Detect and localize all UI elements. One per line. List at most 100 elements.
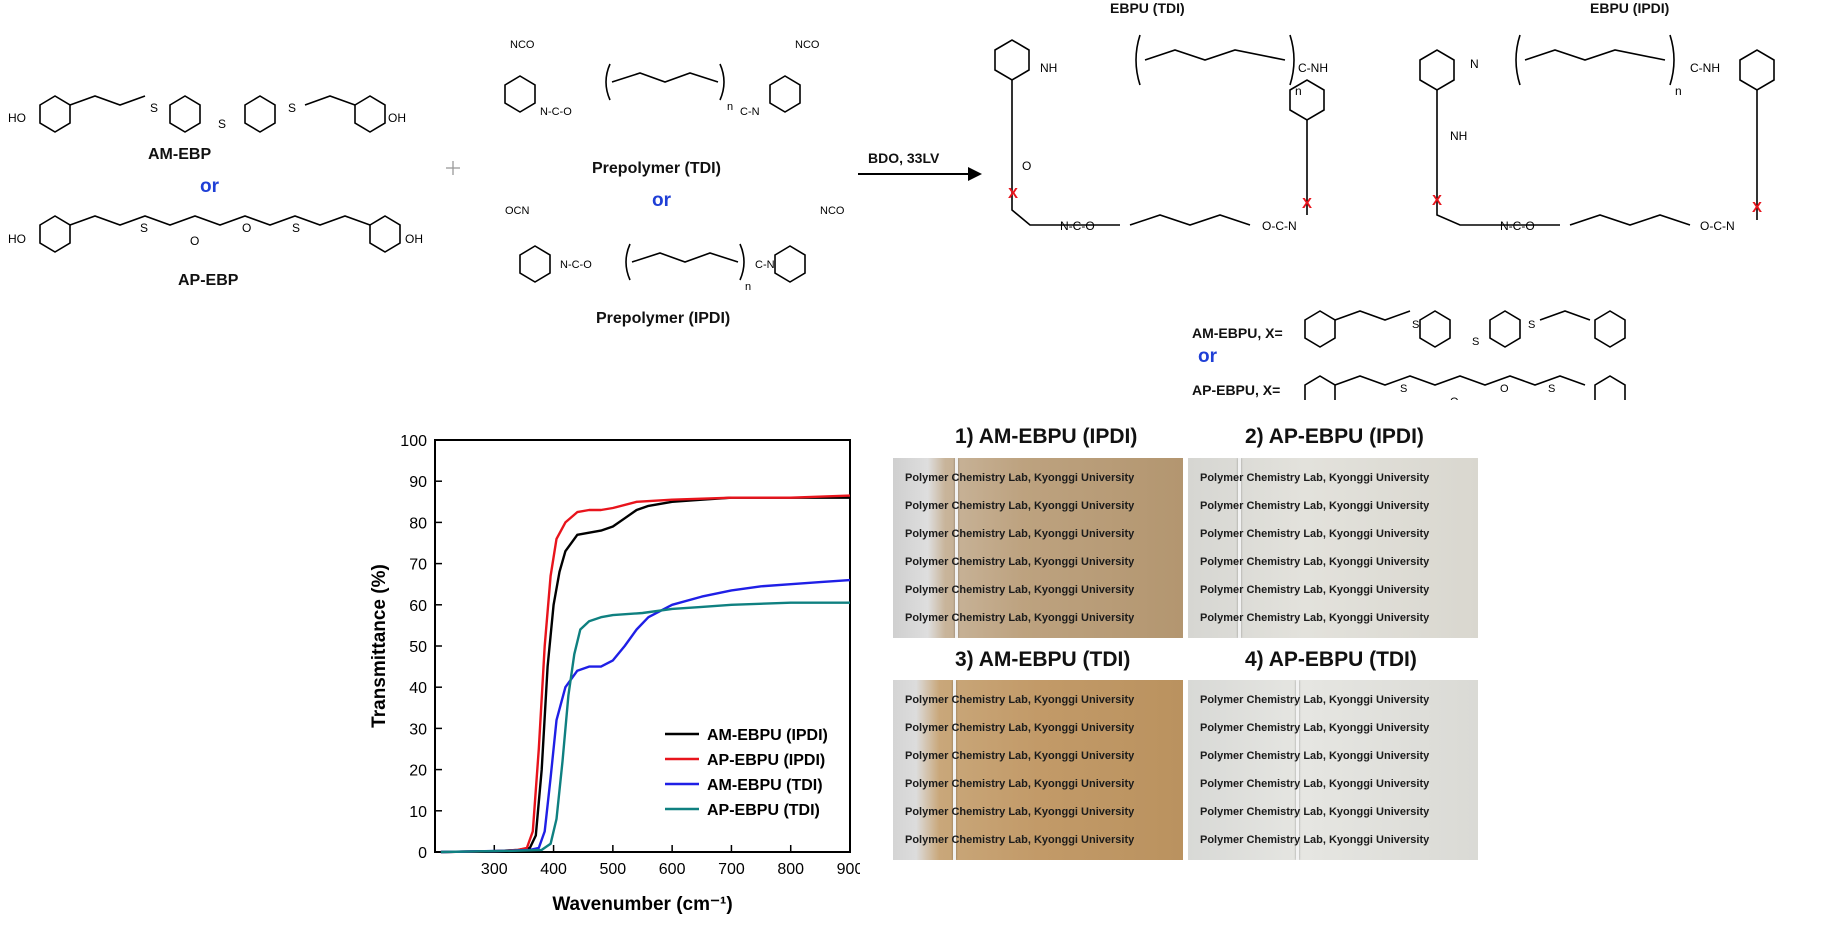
x-definition-2: AP-EBPU, X= [1192, 382, 1281, 398]
svg-text:O-C-N: O-C-N [1262, 219, 1297, 233]
svg-text:n: n [1675, 84, 1682, 98]
y-tick-label: 70 [409, 557, 427, 574]
x-tick-label: 500 [600, 861, 627, 878]
x-tick-label: 600 [659, 861, 686, 878]
y-tick-label: 10 [409, 804, 427, 821]
y-tick-label: 20 [409, 763, 427, 780]
photo-title-1: 1) AM-EBPU (IPDI) [955, 425, 1138, 448]
reactant2-label: AP-EBP [178, 272, 239, 289]
photo-text-line: Polymer Chemistry Lab, Kyonggi Universit… [1200, 584, 1430, 596]
photo-text-line: Polymer Chemistry Lab, Kyonggi Universit… [905, 750, 1135, 762]
photo-text-line: Polymer Chemistry Lab, Kyonggi Universit… [1200, 612, 1430, 624]
or-label-3: or [1198, 346, 1217, 367]
svg-text:S: S [1548, 383, 1555, 395]
photo-text-line: Polymer Chemistry Lab, Kyonggi Universit… [1200, 778, 1430, 790]
svg-text:OH: OH [388, 111, 406, 125]
x-tick-label: 900 [837, 861, 860, 878]
photo-text-line: Polymer Chemistry Lab, Kyonggi Universit… [905, 834, 1135, 846]
film-photo-4: Polymer Chemistry Lab, Kyonggi Universit… [1188, 680, 1478, 860]
or-label-2: or [652, 190, 671, 211]
x-tick-label: 700 [718, 861, 745, 878]
prepolymer-tdi-structure [504, 63, 801, 113]
transmittance-chart: 0 10 20 30 40 50 60 70 80 90 100 300 400 500 600 700 800… [369, 433, 860, 915]
y-tick-label: 80 [409, 515, 427, 532]
svg-text:NCO: NCO [795, 39, 820, 51]
y-tick-label: 0 [418, 845, 427, 862]
svg-text:N-C-O: N-C-O [1060, 219, 1095, 233]
prepolymer-ipdi-structure [519, 243, 806, 283]
photo-text-line: Polymer Chemistry Lab, Kyonggi Universit… [905, 528, 1135, 540]
reaction-arrow [858, 167, 982, 181]
svg-text:X: X [1432, 192, 1442, 209]
svg-text:NCO: NCO [510, 39, 535, 51]
film-crack [1296, 680, 1299, 860]
photo-text-line: Polymer Chemistry Lab, Kyonggi Universit… [1200, 500, 1430, 512]
prepolymer1-label: Prepolymer (TDI) [592, 160, 721, 177]
svg-text:O: O [1022, 159, 1031, 173]
photo-text-line: Polymer Chemistry Lab, Kyonggi Universit… [1200, 472, 1430, 484]
series-line-3 [440, 578, 851, 854]
film-photo-2: Polymer Chemistry Lab, Kyonggi Universit… [1188, 458, 1478, 638]
svg-text:S: S [1412, 319, 1419, 331]
svg-text:N-C-O: N-C-O [540, 106, 572, 118]
film-photo-1: Polymer Chemistry Lab, Kyonggi Universit… [893, 458, 1183, 638]
legend-label-4: AP-EBPU (TDI) [707, 802, 820, 819]
legend-label-2: AP-EBPU (IPDI) [707, 752, 825, 769]
am-ebp-structure [39, 95, 386, 133]
photo-text-line: Polymer Chemistry Lab, Kyonggi Universit… [1200, 556, 1430, 568]
photo-text-line: Polymer Chemistry Lab, Kyonggi Universit… [905, 472, 1135, 484]
photo-text-line: Polymer Chemistry Lab, Kyonggi Universit… [1200, 806, 1430, 818]
x-definition-1: AM-EBPU, X= [1192, 325, 1283, 341]
or-label-1: or [200, 176, 219, 197]
svg-text:X: X [1302, 195, 1312, 212]
y-tick-label: 50 [409, 639, 427, 656]
svg-text:S: S [218, 117, 226, 131]
film-photo-3: Polymer Chemistry Lab, Kyonggi Universit… [893, 680, 1183, 860]
photo-text-line: Polymer Chemistry Lab, Kyonggi Universit… [1200, 834, 1430, 846]
photo-text-line: Polymer Chemistry Lab, Kyonggi Universit… [905, 694, 1135, 706]
x-tick-label: 300 [481, 861, 508, 878]
photo-text-line: Polymer Chemistry Lab, Kyonggi Universit… [1200, 694, 1430, 706]
film-crack [955, 458, 958, 638]
prepolymer2-label: Prepolymer (IPDI) [596, 310, 731, 327]
x-tick-label: 800 [777, 861, 804, 878]
svg-text:NH: NH [1450, 129, 1467, 143]
film-crack [953, 680, 956, 860]
svg-text:C-NH: C-NH [1690, 61, 1720, 75]
svg-text:O: O [1500, 383, 1509, 395]
svg-text:C-N: C-N [740, 106, 760, 118]
svg-text:C-NH: C-NH [1298, 61, 1328, 75]
photo-text-line: Polymer Chemistry Lab, Kyonggi Universit… [905, 722, 1135, 734]
svg-text:NCO: NCO [820, 205, 845, 217]
photo-title-3: 3) AM-EBPU (TDI) [955, 648, 1131, 671]
svg-text:X: X [1752, 199, 1762, 216]
y-tick-label: 30 [409, 721, 427, 738]
x-tick-label: 400 [540, 861, 567, 878]
photo-title-4: 4) AP-EBPU (TDI) [1245, 648, 1417, 671]
plus-sign [446, 161, 460, 175]
svg-text:S: S [1528, 319, 1535, 331]
svg-text:N: N [1470, 57, 1479, 71]
y-tick-label: 60 [409, 598, 427, 615]
svg-text:OH: OH [405, 232, 423, 246]
svg-text:S: S [150, 101, 158, 115]
photo-text-line: Polymer Chemistry Lab, Kyonggi Universit… [1200, 722, 1430, 734]
x-axis-label: Wavenumber (cm⁻¹) [552, 894, 732, 915]
svg-text:S: S [292, 221, 300, 235]
ebpu-ipdi-structure [1419, 34, 1775, 226]
svg-text:S: S [1472, 336, 1479, 348]
svg-text:n: n [745, 281, 751, 293]
photo-text-line: Polymer Chemistry Lab, Kyonggi Universit… [1200, 750, 1430, 762]
svg-text:n: n [1295, 84, 1302, 98]
y-tick-label: 100 [400, 433, 427, 450]
photo-text-line: Polymer Chemistry Lab, Kyonggi Universit… [905, 584, 1135, 596]
legend-label-3: AM-EBPU (TDI) [707, 777, 823, 794]
svg-text:S: S [140, 221, 148, 235]
svg-text:O: O [242, 221, 251, 235]
photo-text-line: Polymer Chemistry Lab, Kyonggi Universit… [905, 778, 1135, 790]
svg-text:N-C-O: N-C-O [1500, 219, 1535, 233]
svg-text:HO: HO [8, 111, 26, 125]
photo-title-2: 2) AP-EBPU (IPDI) [1245, 425, 1424, 448]
ap-ebp-structure [39, 215, 401, 253]
